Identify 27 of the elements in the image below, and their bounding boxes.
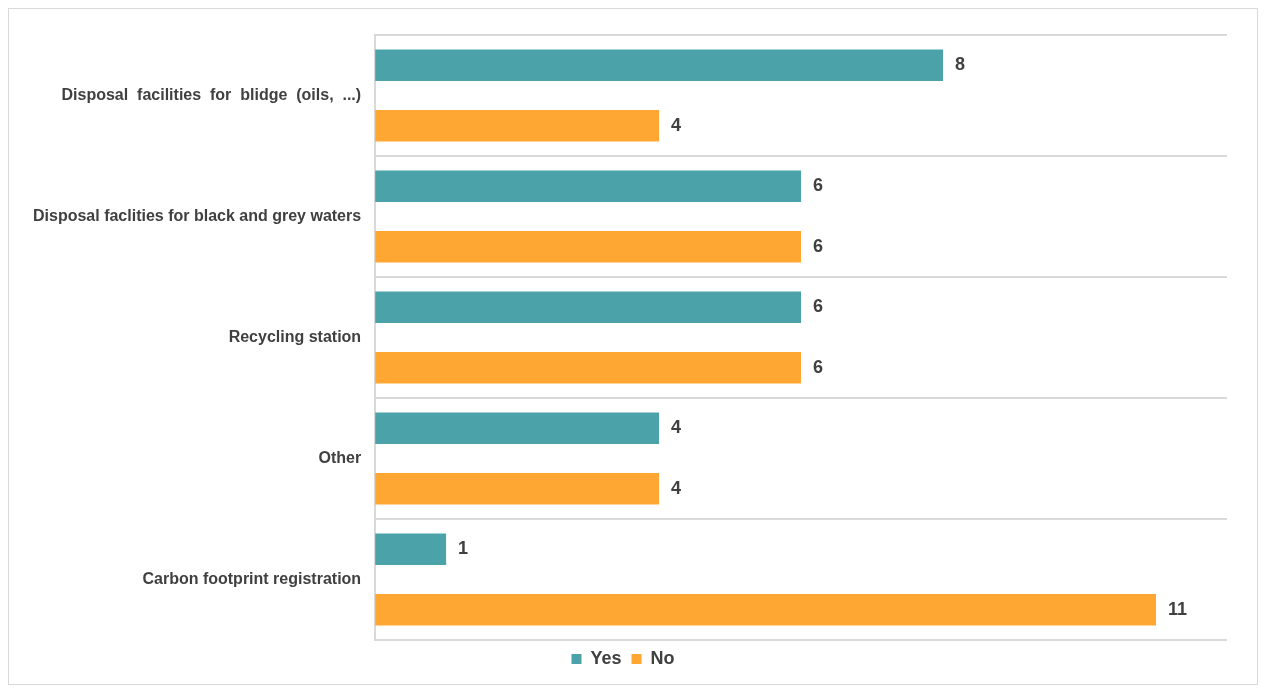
y-tick-label: Carbon footprint registration	[142, 569, 362, 587]
data-label: 6	[813, 175, 824, 196]
data-label: 6	[813, 235, 824, 256]
data-label: 11	[1168, 598, 1188, 619]
data-label: 4	[671, 477, 682, 498]
data-label: 6	[813, 296, 824, 317]
bar	[375, 110, 660, 142]
bar	[375, 533, 447, 565]
y-tick-label: Disposal facilities for blidge (oils, ...)	[61, 85, 362, 103]
legend-label: Yes	[590, 647, 622, 668]
bar	[375, 412, 660, 444]
data-label: 1	[458, 538, 469, 559]
data-label: 8	[955, 54, 966, 75]
legend-label: No	[650, 647, 675, 668]
data-label: 4	[671, 417, 682, 438]
y-tick-label: Recycling station	[228, 327, 362, 345]
data-label: 4	[671, 114, 682, 135]
bar	[375, 49, 944, 81]
y-tick-label: Other	[318, 448, 362, 466]
bar	[375, 170, 802, 202]
bar	[375, 594, 1157, 626]
data-label: 6	[813, 356, 824, 377]
bar	[375, 352, 802, 384]
bar	[375, 291, 802, 323]
bar	[375, 473, 660, 505]
bar	[375, 231, 802, 263]
y-tick-label: Disposal faclities for black and grey waters	[33, 206, 362, 224]
